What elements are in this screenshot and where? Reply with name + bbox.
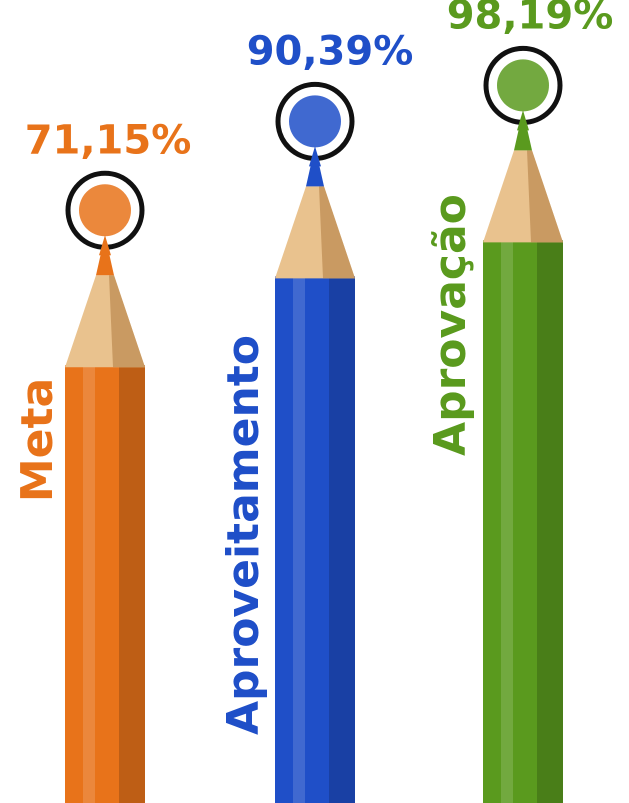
pencil (483, 45, 563, 803)
pencil-wood-shade (319, 186, 355, 279)
pencil-highlight (83, 365, 95, 803)
pencil-highlight (293, 276, 305, 803)
pencil-lead-top (309, 146, 321, 167)
pencil-body (483, 240, 563, 803)
category-label: Meta (12, 378, 63, 502)
pencil (275, 81, 355, 803)
tip-dot (79, 184, 131, 237)
pencil-wood-shade (109, 275, 145, 368)
pencil (65, 170, 145, 803)
category-label: Aproveitamento (218, 335, 269, 735)
value-label: 90,39% (247, 28, 414, 74)
pencil-body (275, 276, 355, 803)
pencil-shade (329, 276, 355, 803)
pencil-highlight (501, 240, 513, 803)
tip-dot (497, 59, 549, 112)
value-label: 71,15% (25, 117, 192, 163)
pencil-shade (119, 365, 145, 803)
pencil-wood-shade (527, 150, 563, 243)
pencil-lead-top (517, 110, 529, 131)
pencil-shade (537, 240, 563, 803)
category-label: Aprovação (425, 194, 476, 456)
value-label: 98,19% (447, 0, 614, 38)
pencil-lead-top (99, 235, 111, 256)
tip-dot (289, 95, 341, 148)
pencil-body (65, 365, 145, 803)
